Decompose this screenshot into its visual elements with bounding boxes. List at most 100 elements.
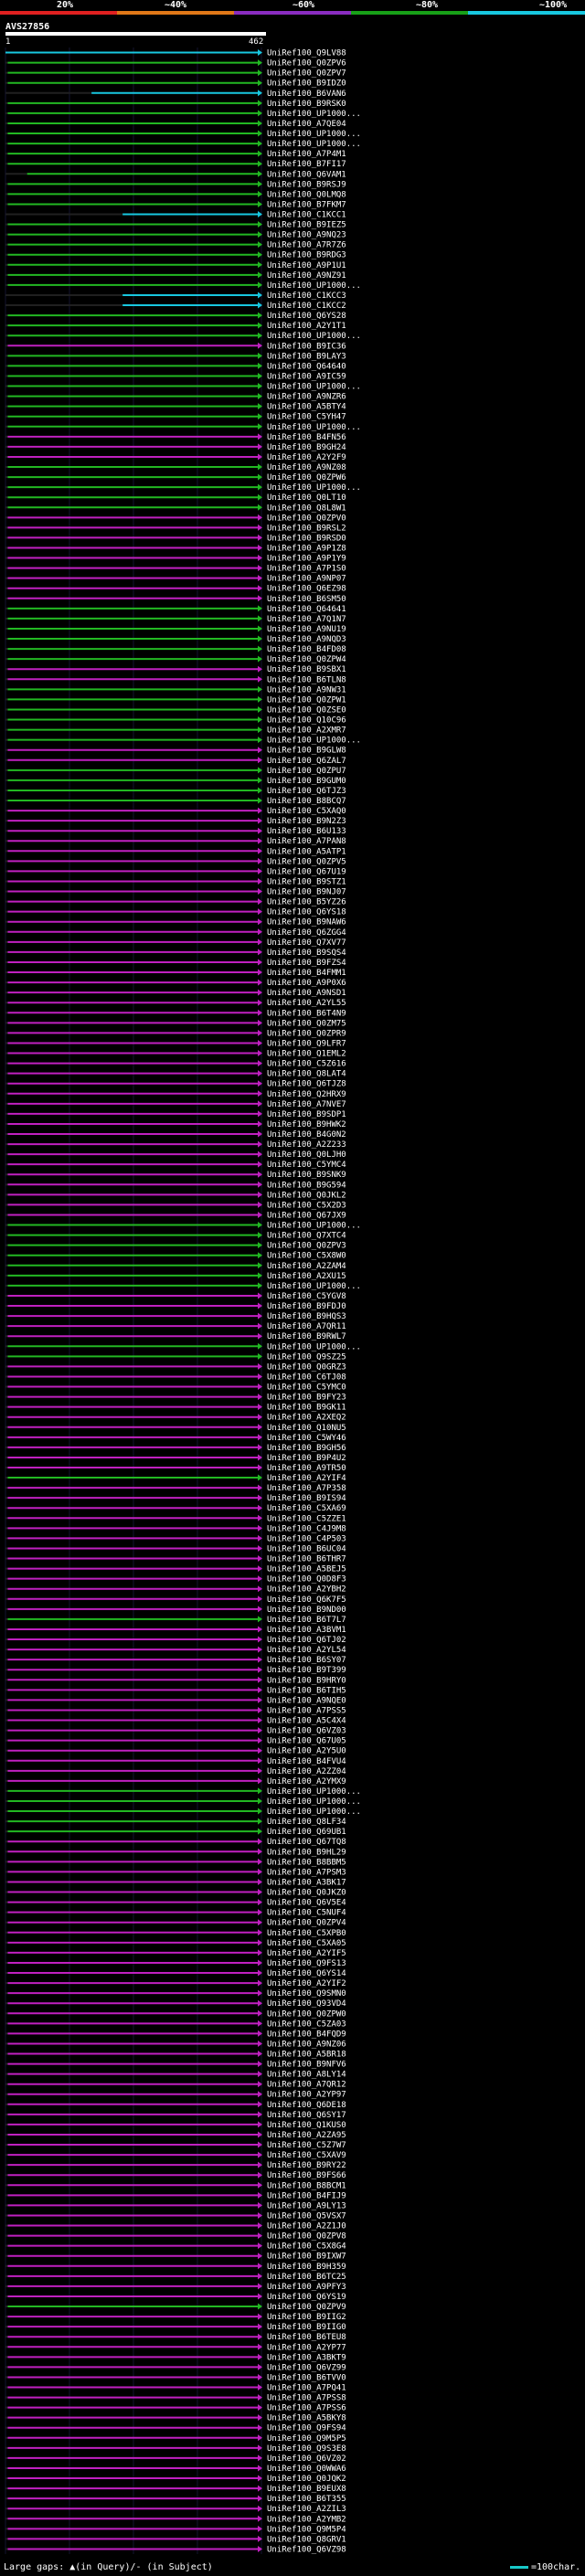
hit-row: UniRef100_Q6YS18: [5, 908, 346, 917]
hit-arrow: [258, 1464, 262, 1471]
hit-arrow: [258, 757, 262, 764]
hit-label: UniRef100_C5WY46: [267, 1434, 346, 1443]
hit-row: UniRef100_B4FVU4: [5, 1757, 346, 1766]
query-bar: [5, 32, 266, 36]
hit-label: UniRef100_Q1KUS0: [267, 2121, 346, 2130]
hit-arrow: [258, 2121, 262, 2128]
hit-label: UniRef100_A9NZ06: [267, 2040, 346, 2049]
hit-label: UniRef100_B9NJ07: [267, 888, 346, 897]
hit-label: UniRef100_Q0ZPV5: [267, 857, 346, 866]
hit-arrow: [258, 1292, 262, 1299]
hit-row: UniRef100_B9LAY3: [5, 352, 346, 361]
hit-row: UniRef100_Q67JX9: [5, 1211, 346, 1220]
hit-arrow: [258, 2384, 262, 2391]
hit-row: UniRef100_UP1000...: [5, 1807, 361, 1817]
hit-label: UniRef100_A5BR18: [267, 2051, 346, 2060]
hit-label: UniRef100_A2YL54: [267, 1646, 346, 1655]
hit-row: UniRef100_C5NUF4: [5, 1909, 346, 1918]
hit-arrow: [258, 2222, 262, 2230]
hit-label: UniRef100_A9NSD1: [267, 989, 346, 998]
hit-label: UniRef100_Q6V5E4: [267, 1899, 346, 1908]
hit-row: UniRef100_Q67U05: [5, 1737, 346, 1746]
hit-row: UniRef100_A7R7Z6: [5, 241, 346, 250]
hit-label: UniRef100_UP1000...: [267, 383, 361, 392]
hit-row: UniRef100_Q6YS19: [5, 2293, 346, 2302]
hit-row: UniRef100_B8BBM5: [5, 1858, 346, 1867]
hit-label: UniRef100_A2XMR7: [267, 726, 346, 736]
hit-arrow: [258, 2141, 262, 2148]
legend-swatch-40: [117, 11, 234, 15]
hit-row: UniRef100_B9IC36: [5, 342, 346, 351]
hit-row: UniRef100_Q0LT10: [5, 493, 346, 503]
hit-arrow: [258, 2201, 262, 2209]
hit-arrow: [258, 1362, 262, 1370]
hit-row: UniRef100_Q5VSX7: [5, 2211, 346, 2221]
query-start-label: 1: [5, 37, 11, 47]
hit-row: UniRef100_B9RWL7: [5, 1332, 346, 1341]
hit-row: UniRef100_Q0WWA6: [5, 2465, 346, 2474]
hit-label: UniRef100_A2Y2F9: [267, 453, 346, 462]
hit-arrow: [258, 2545, 262, 2552]
hit-arrow: [258, 918, 262, 926]
hit-row: UniRef100_B4FMM1: [5, 969, 346, 978]
hit-arrow: [258, 1534, 262, 1542]
hit-row: UniRef100_C4J9M8: [5, 1524, 346, 1533]
hit-arrow: [258, 372, 262, 379]
hit-label: UniRef100_Q6YS19: [267, 2293, 346, 2302]
hit-arrow: [258, 80, 262, 87]
hit-label: UniRef100_B6TC25: [267, 2273, 346, 2282]
hit-label: UniRef100_B9IXW7: [267, 2253, 346, 2262]
hit-row: UniRef100_B9RSJ9: [5, 180, 346, 189]
hit-row: UniRef100_Q0ZPV7: [5, 69, 346, 79]
hit-row: UniRef100_A9NP07: [5, 575, 346, 584]
hit-row: UniRef100_Q6YS28: [5, 312, 346, 321]
hit-arrow: [258, 1797, 262, 1805]
hit-row: UniRef100_Q6TJZ3: [5, 787, 346, 796]
hit-label: UniRef100_Q6TJZ3: [267, 787, 346, 796]
hit-arrow: [258, 393, 262, 400]
hit-arrow: [258, 2465, 262, 2472]
hit-row: UniRef100_B9FS66: [5, 2171, 346, 2180]
hit-row: UniRef100_Q8GRV1: [5, 2535, 346, 2544]
hit-row: UniRef100_A2XMR7: [5, 726, 346, 736]
hit-row: UniRef100_Q0ZPW0: [5, 2009, 346, 2019]
hit-arrow: [258, 575, 262, 582]
hit-arrow: [258, 504, 262, 511]
hit-row: UniRef100_C4P503: [5, 1534, 346, 1543]
hit-label: UniRef100_A5C4X4: [267, 1717, 346, 1726]
hit-label: UniRef100_UP1000...: [267, 1282, 361, 1291]
hit-label: UniRef100_Q0LT10: [267, 493, 346, 503]
hit-arrow: [258, 1302, 262, 1309]
hit-arrow: [258, 1434, 262, 1441]
hit-label: UniRef100_B8BCQ7: [267, 797, 346, 806]
hit-label: UniRef100_Q67JX9: [267, 1211, 346, 1220]
hit-row: UniRef100_A7PAN8: [5, 837, 346, 846]
hit-row: UniRef100_A2YBH2: [5, 1585, 346, 1595]
hit-row: UniRef100_UP1000...: [5, 110, 361, 119]
hit-row: UniRef100_A2YIF4: [5, 1474, 346, 1483]
hit-arrow: [258, 2091, 262, 2098]
hit-arrow: [258, 1727, 262, 1734]
hit-label: UniRef100_UP1000...: [267, 332, 361, 341]
hit-row: UniRef100_A8LY14: [5, 2071, 346, 2080]
hit-row: UniRef100_A9NQD3: [5, 635, 346, 644]
hit-label: UniRef100_B4FN56: [267, 433, 346, 442]
hit-label: UniRef100_B9FZS4: [267, 959, 346, 968]
hit-arrow: [258, 1394, 262, 1401]
scale-label: =100char.: [531, 2562, 581, 2572]
hit-label: UniRef100_A2ZZ04: [267, 1767, 346, 1776]
hit-arrow: [258, 585, 262, 592]
hit-arrow: [258, 1484, 262, 1491]
hit-label: UniRef100_A2Y5U0: [267, 1747, 346, 1756]
hit-label: UniRef100_B6TLN8: [267, 675, 346, 684]
hit-row: UniRef100_A7P358: [5, 1484, 346, 1493]
hit-row: UniRef100_UP1000...: [5, 1342, 361, 1352]
hit-row: UniRef100_Q0ZM75: [5, 1019, 346, 1028]
hit-arrow: [258, 483, 262, 491]
hit-arrow: [258, 1352, 262, 1360]
hit-arrow: [258, 1272, 262, 1279]
hit-label: UniRef100_Q9LFR7: [267, 1039, 346, 1048]
hit-arrow: [258, 2353, 262, 2360]
hit-arrow: [258, 2171, 262, 2178]
